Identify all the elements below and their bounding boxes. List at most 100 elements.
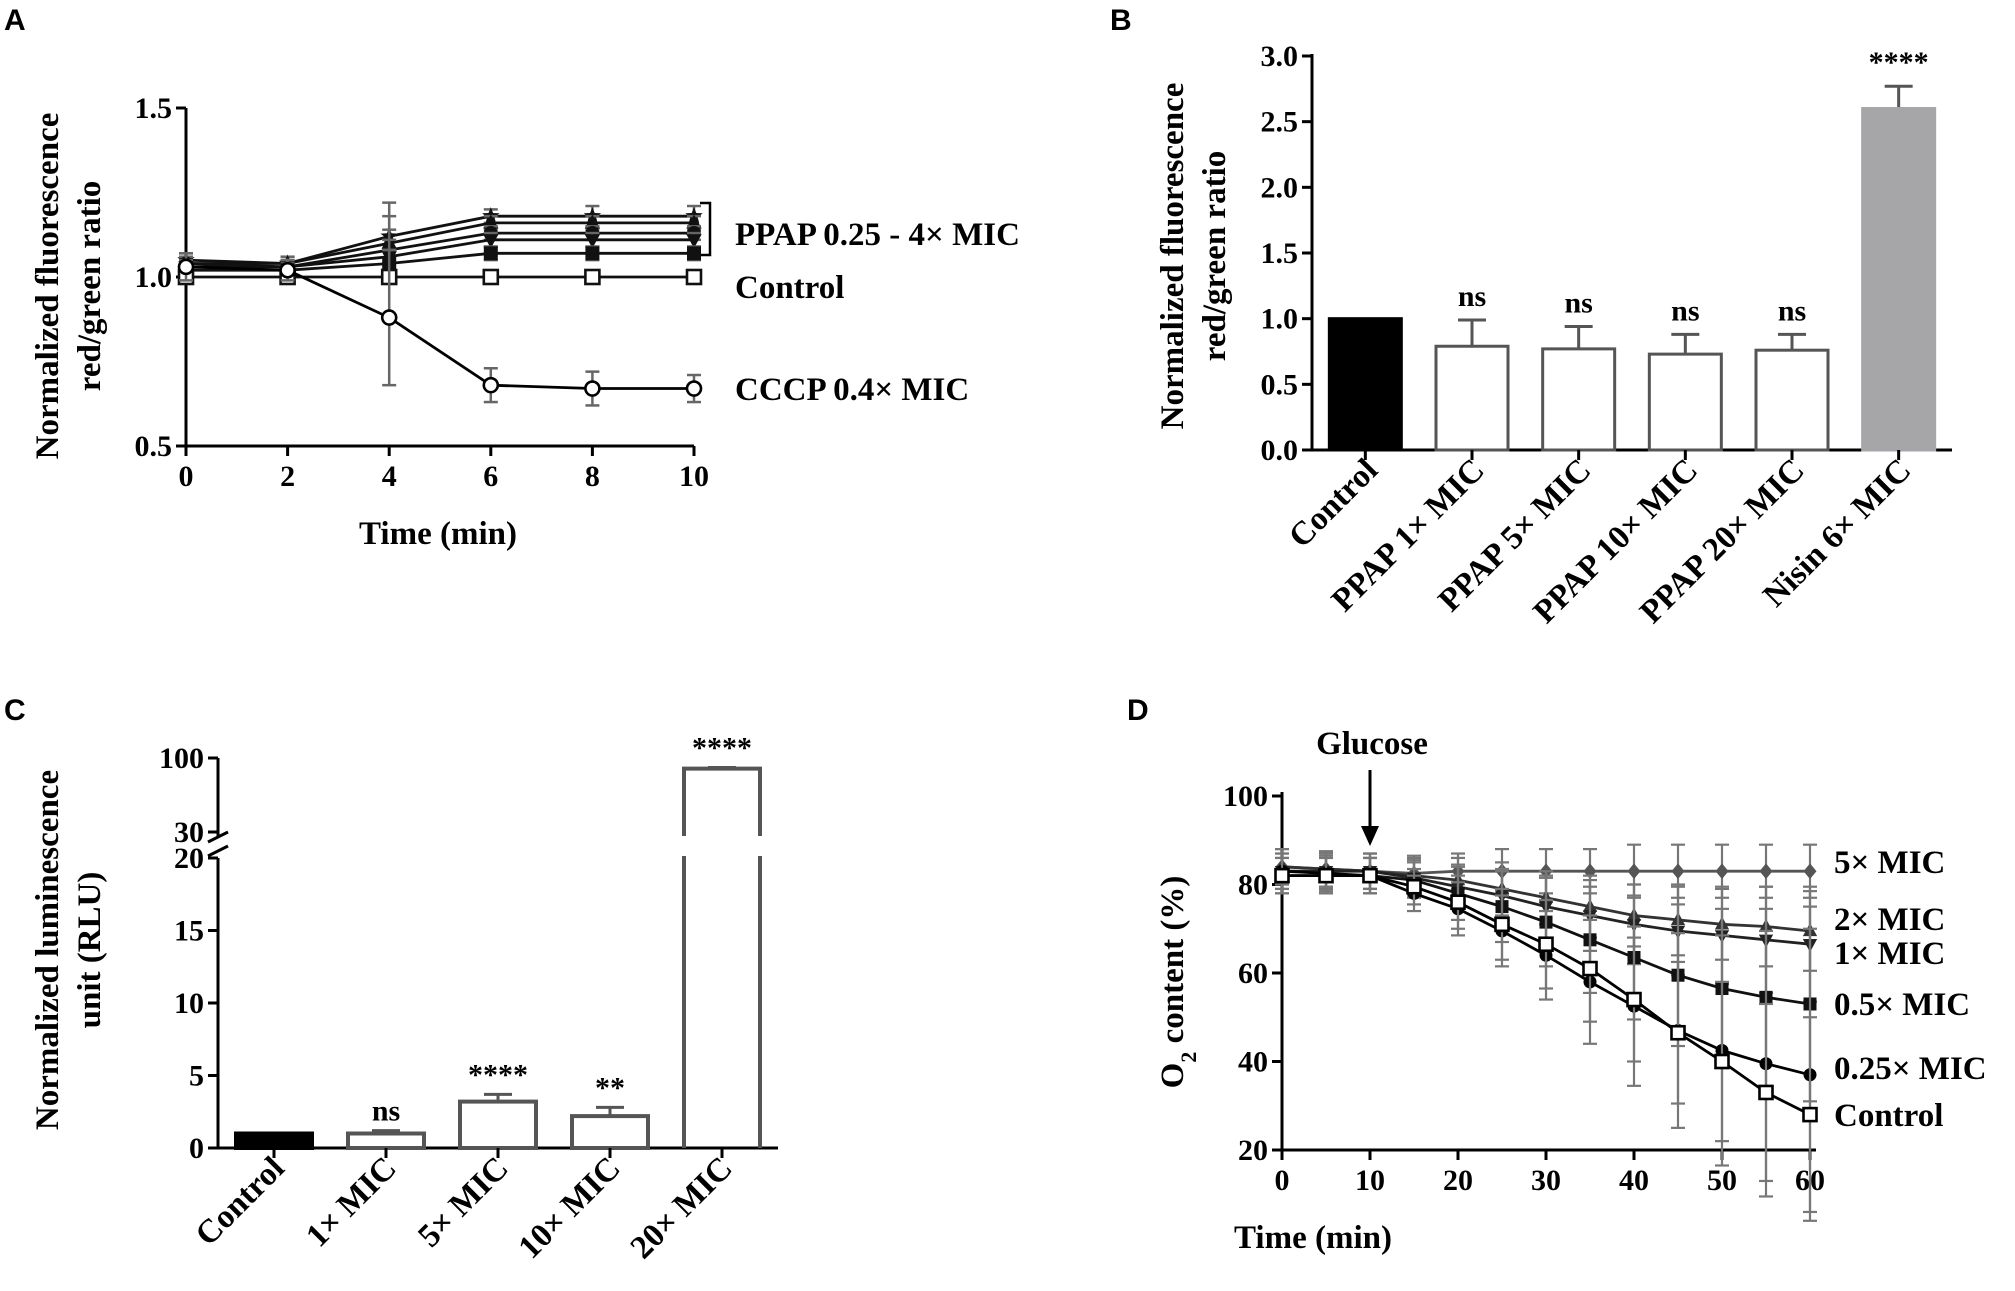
panel-b-ytick-label: 0.0	[1261, 434, 1299, 467]
panel-a-ytick-label: 1.0	[135, 261, 173, 294]
panel-c-bar-10-mic	[570, 1114, 650, 1150]
panel-d-ytick-label: 80	[1238, 869, 1268, 902]
panel-c-bar-5-mic	[458, 1099, 538, 1150]
panel-d-point-5-mic	[1671, 863, 1685, 880]
panel-d-point-control	[1802, 1106, 1818, 1123]
panel-d-point-control	[1406, 878, 1422, 895]
panel-a-series-line-ppap-2	[186, 238, 694, 269]
panel-c-axis-break	[207, 844, 229, 858]
panel-a-point-cccp	[279, 261, 296, 279]
panel-c-ylabel-line1: Normalized luminescence	[30, 770, 66, 1130]
panel-a-point-ppap-2	[584, 234, 601, 249]
panel-d-point-5-mic	[1627, 863, 1641, 880]
panel-d-xtick-label: 30	[1531, 1164, 1561, 1197]
panel-c-ytick-label: 0	[189, 1132, 204, 1165]
panel-b-bar-ppap-5-mic	[1541, 347, 1617, 452]
panel-a-series-line-ppap-0-5	[186, 221, 694, 265]
panel-d-ytick-label: 40	[1238, 1046, 1268, 1079]
panel-c-bar-control	[234, 1131, 314, 1150]
panel-b-ytick-label: 3.0	[1261, 40, 1299, 73]
panel-d-xtick-label: 0	[1275, 1164, 1290, 1197]
panel-a-point-cccp	[584, 380, 601, 397]
panel-a-point-ppap-0-5	[686, 214, 702, 229]
panel-d-point-control	[1318, 867, 1334, 884]
panel-d-point-control	[1494, 916, 1510, 933]
panel-a-ytick-label: 0.5	[135, 430, 173, 463]
panel-d-series-label-1-mic: 1× MIC	[1834, 936, 1945, 972]
panel-d-point-control	[1582, 960, 1598, 977]
panel-a-point-cccp	[177, 258, 195, 276]
panel-b-category-label: Control	[1282, 452, 1385, 555]
panel-b-bar-ppap-20-mic	[1754, 348, 1830, 452]
panel-a-point-control	[482, 268, 500, 286]
panel-d-xtick-label: 10	[1355, 1164, 1385, 1197]
panel-d-point-5-mic	[1759, 863, 1773, 880]
panel-c-ytick-label: 30	[174, 816, 204, 849]
panel-c-axis-break	[207, 830, 229, 844]
panel-a-annotation-ppap: PPAP 0.25 - 4× MIC	[735, 217, 1020, 253]
panel-a-point-control	[685, 268, 703, 286]
panel-b-significance-ppap-10-mic: ns	[1671, 294, 1699, 327]
panel-label-c: C	[4, 694, 26, 727]
panel-d-xtick-label: 40	[1619, 1164, 1649, 1197]
panel-a-annotation-control: Control	[735, 270, 844, 306]
panel-d-ytick-label: 100	[1223, 780, 1268, 813]
panel-b-ylabel-line1: Normalized fluorescence	[1155, 83, 1191, 430]
panel-b-ytick-label: 0.5	[1261, 368, 1299, 401]
panel-d-xtick-label: 20	[1443, 1164, 1473, 1197]
panel-d-point-control	[1274, 867, 1290, 884]
panel-label-a: A	[4, 4, 26, 37]
panel-d-ytick-label: 20	[1238, 1134, 1268, 1167]
panel-c-ytick-label: 15	[174, 915, 204, 948]
panel-a-point-ppap-0-5	[584, 214, 601, 229]
panel-label-b: B	[1110, 4, 1132, 37]
panel-a-xtick-label: 4	[382, 460, 397, 493]
panel-d-series-label-control: Control	[1834, 1098, 1943, 1134]
panel-d-series-label-5-mic: 5× MIC	[1834, 845, 1945, 881]
panel-c-category-label: 10× MIC	[512, 1150, 628, 1266]
panel-d-point-control	[1626, 991, 1642, 1008]
panel-a-xtick-label: 10	[679, 460, 709, 493]
panel-b-significance-nisin-6-mic: ****	[1869, 46, 1929, 79]
panel-a-series-line-cccp	[185, 265, 694, 390]
panel-d-point-5-mic	[1715, 863, 1729, 880]
panel-d-ylabel: O2 content (%)	[1155, 876, 1201, 1089]
panel-b-bar-ppap-10-mic	[1647, 352, 1723, 452]
panel-b-ytick-label: 1.5	[1261, 237, 1299, 270]
panel-c-bar-1-mic	[346, 1131, 426, 1150]
panel-c-category-label: Control	[189, 1150, 292, 1253]
panel-a-point-ppap-2	[483, 234, 499, 249]
panel-b-ytick-label: 1.0	[1261, 303, 1299, 336]
panel-d-glucose-arrowhead	[1361, 826, 1379, 846]
panel-b-ytick-label: 2.0	[1261, 171, 1299, 204]
panel-a-xtick-label: 0	[179, 460, 194, 493]
panel-a-point-cccp	[380, 309, 398, 326]
panel-a-point-ppap-4	[585, 246, 600, 261]
panel-a-xtick-label: 8	[585, 460, 600, 493]
panel-a-line-chart: Normalized fluorescence red/green ratio …	[30, 92, 1020, 552]
panel-c-ytick-label: 100	[159, 742, 204, 775]
panel-c-ylabel-line2: unit (RLU)	[72, 872, 108, 1029]
panel-a-bracket	[700, 201, 712, 257]
panel-c-significance-20-mic: ****	[692, 732, 752, 765]
panel-c-category-label: 5× MIC	[411, 1150, 515, 1254]
panel-d-series-label-0-5-mic: 0.5× MIC	[1834, 987, 1970, 1023]
panel-a-ylabel-line2: red/green ratio	[72, 181, 108, 391]
panel-d-point-5-mic	[1803, 863, 1817, 880]
panel-a-point-ppap-4	[483, 246, 498, 261]
panel-d-point-control	[1450, 894, 1466, 911]
panel-d-xlabel: Time (min)	[1234, 1220, 1392, 1256]
panel-a-point-ppap-0-5	[483, 214, 499, 229]
panel-a-point-ppap-4	[687, 246, 701, 261]
panel-c-significance-5-mic: ****	[468, 1058, 528, 1091]
panel-a-point-control	[584, 268, 601, 286]
panel-c-ytick-label: 5	[189, 1060, 204, 1093]
panel-b-significance-ppap-5-mic: ns	[1564, 287, 1592, 320]
panel-a-xlabel: Time (min)	[359, 516, 517, 552]
panel-a-xtick-label: 6	[483, 460, 498, 493]
panel-d-series-label-0-25-mic: 0.25× MIC	[1834, 1051, 1987, 1087]
panel-d-point-control	[1670, 1024, 1686, 1041]
panel-b-ytick-label: 2.5	[1261, 106, 1299, 139]
panel-d-xtick-label: 50	[1707, 1164, 1737, 1197]
